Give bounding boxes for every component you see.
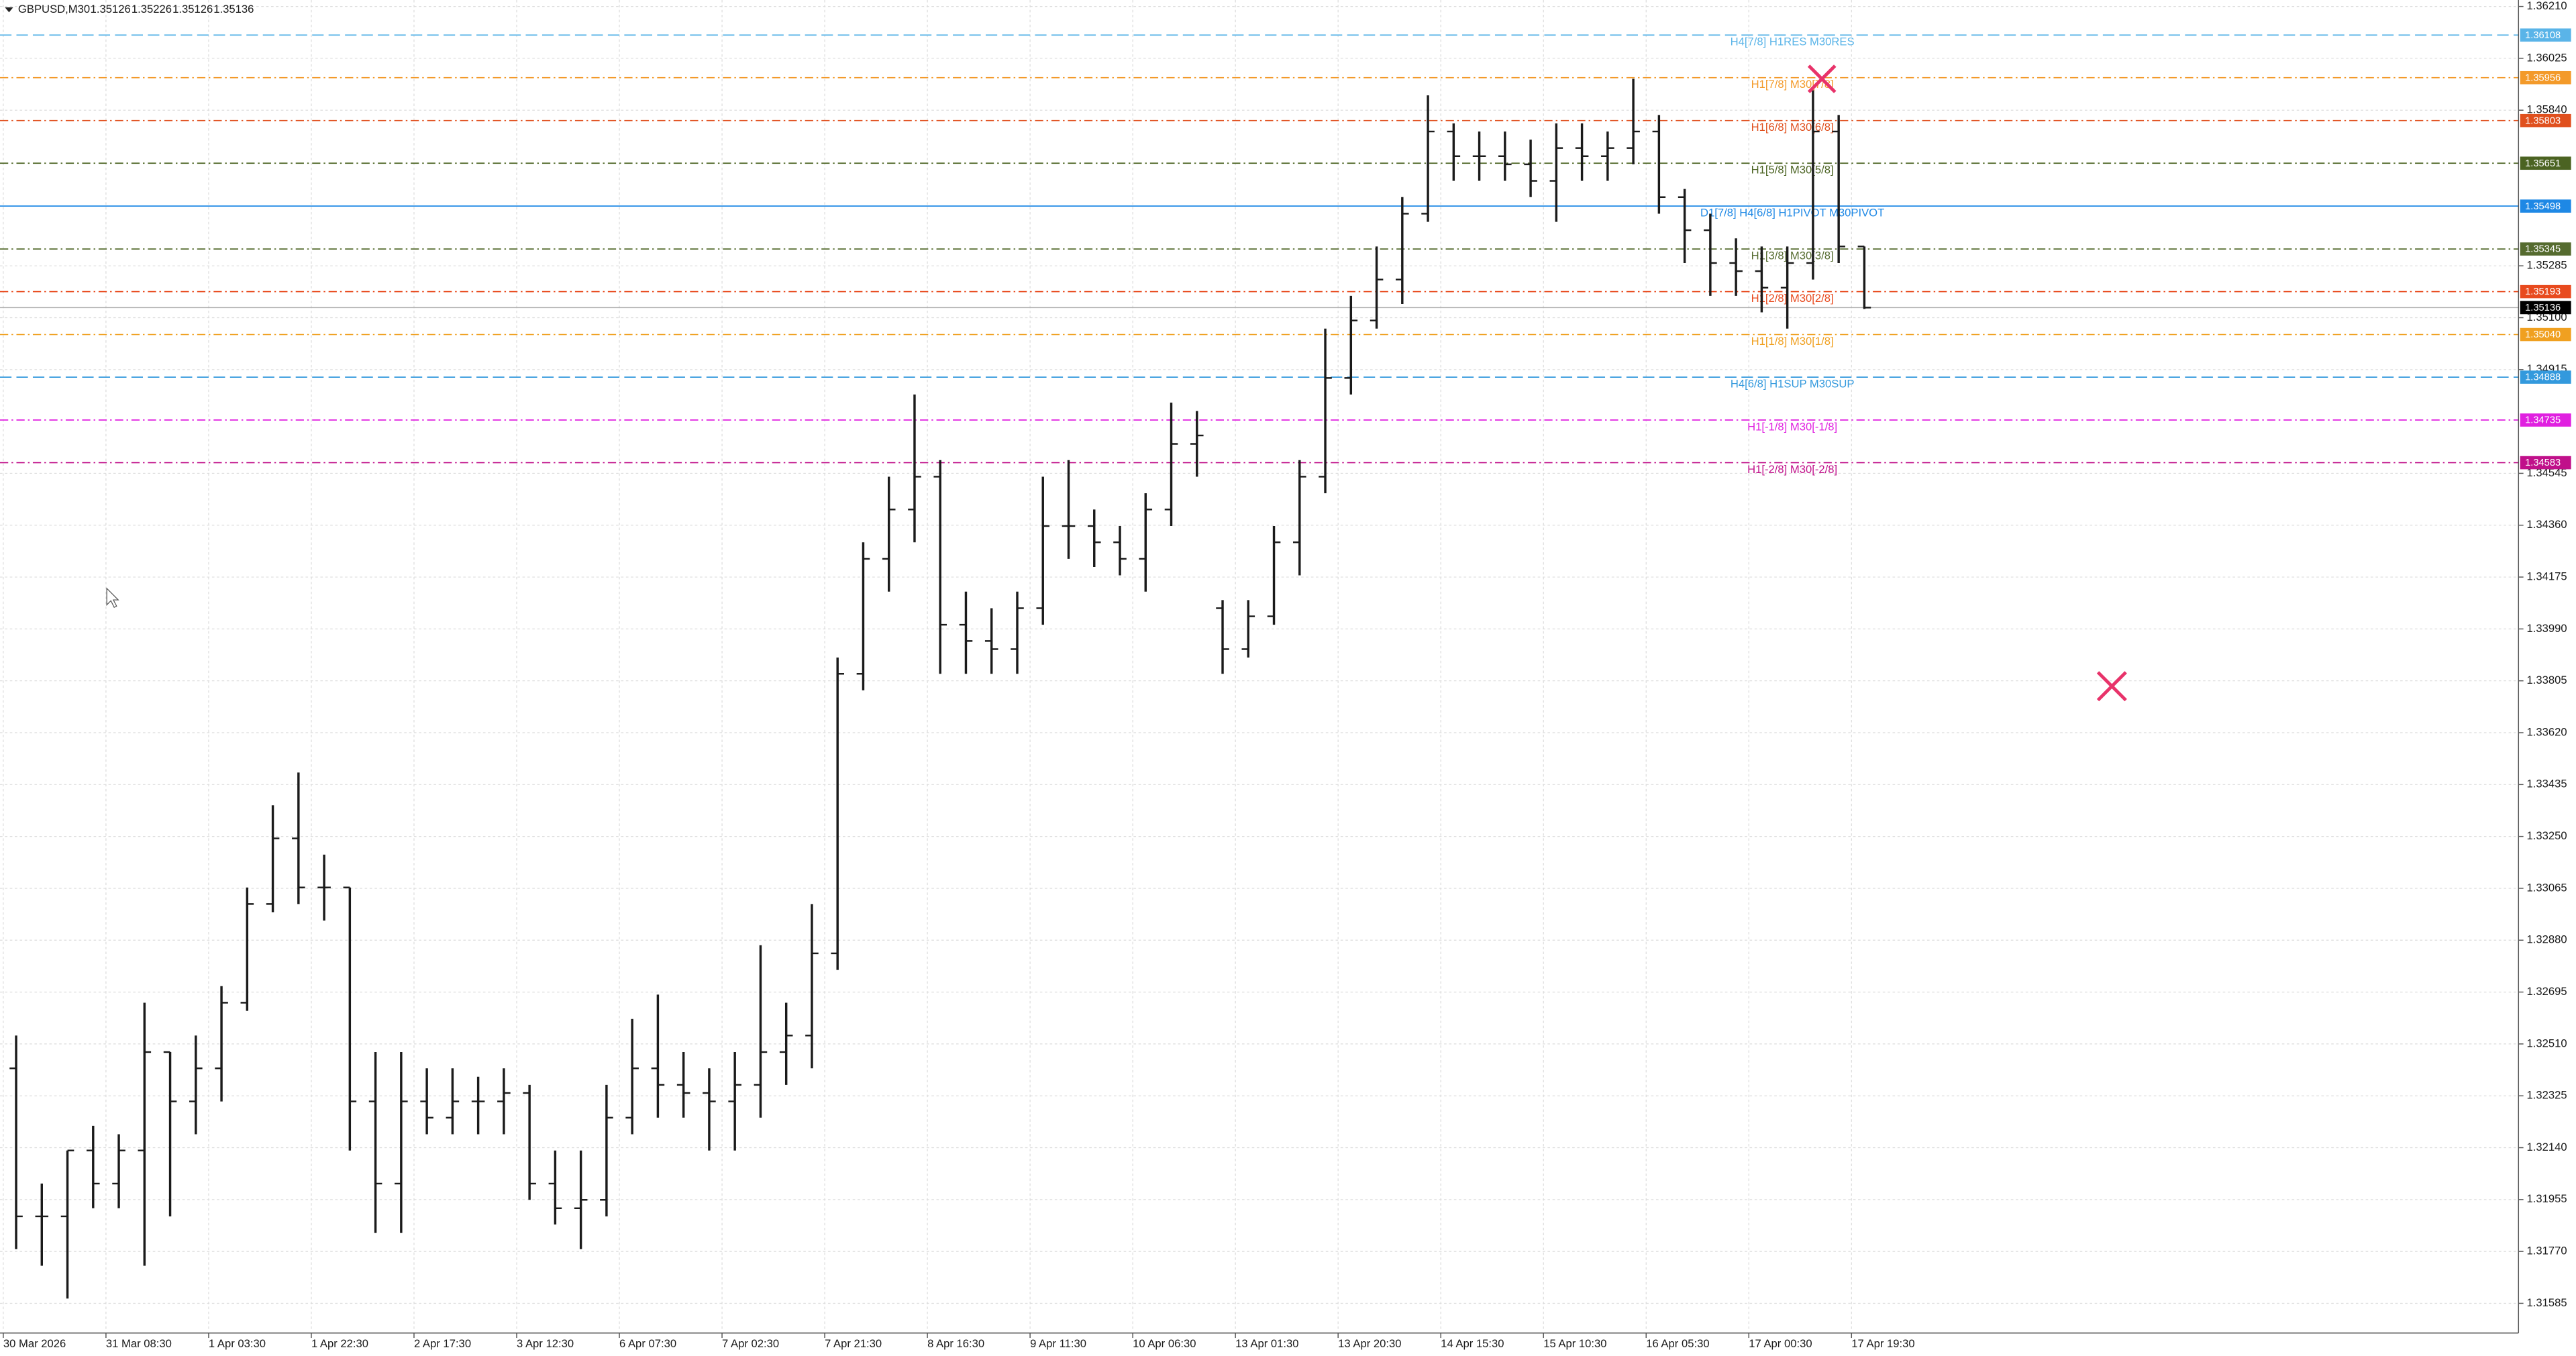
y-tick-label: 1.33435	[2527, 778, 2567, 790]
price-boxes: 1.36108 1.35956 1.35803 1.35651 1.35498 1.353…	[2520, 28, 2571, 470]
x-tick-label: 17 Apr 19:30	[1851, 1337, 1914, 1350]
x-tick-label: 17 Apr 00:30	[1749, 1337, 1812, 1350]
level-label: H1[2/8] M30[2/8]	[1751, 292, 1834, 305]
grid	[0, 0, 2519, 1332]
y-tick-label: 1.33990	[2527, 622, 2567, 635]
x-tick-label: 14 Apr 15:30	[1441, 1337, 1504, 1350]
level-label: H1[-1/8] M30[-1/8]	[1747, 420, 1837, 433]
y-tick-label: 1.34360	[2527, 518, 2567, 531]
bar-close: 1.35136	[213, 3, 254, 15]
y-tick-label: 1.34545	[2527, 466, 2567, 479]
price-box-label: 1.35803	[2525, 115, 2561, 126]
y-tick-label: 1.33805	[2527, 674, 2567, 686]
cross-marker[interactable]	[1807, 64, 1837, 93]
level-label: H1[-2/8] M30[-2/8]	[1747, 463, 1837, 476]
y-tick-label: 1.36210	[2527, 0, 2567, 12]
y-tick-label: 1.34175	[2527, 570, 2567, 582]
y-tick-label: 1.33250	[2527, 829, 2567, 842]
x-tick-label: 6 Apr 07:30	[619, 1337, 676, 1350]
x-tick-label: 13 Apr 01:30	[1235, 1337, 1298, 1350]
y-tick-label: 1.33620	[2527, 725, 2567, 738]
price-box	[2520, 327, 2571, 342]
x-tick-label: 9 Apr 11:30	[1030, 1337, 1086, 1350]
x-tick-label: 10 Apr 06:30	[1133, 1337, 1196, 1350]
price-box-label: 1.35956	[2525, 72, 2561, 83]
level-label: H1[1/8] M30[1/8]	[1751, 335, 1834, 348]
price-box	[2520, 413, 2571, 427]
price-box	[2520, 284, 2571, 299]
x-tick-label: 7 Apr 02:30	[722, 1337, 779, 1350]
price-box-label: 1.35040	[2525, 329, 2561, 340]
level-label: H1[3/8] M30[3/8]	[1751, 250, 1834, 262]
axis-labels: 1.362101.360251.358401.352851.351001.349…	[3, 0, 2567, 1350]
level-label: H1[6/8] M30[6/8]	[1751, 121, 1834, 134]
price-box-label: 1.35651	[2525, 158, 2561, 169]
x-tick-label: 3 Apr 12:30	[517, 1337, 574, 1350]
y-tick-label: 1.32695	[2527, 985, 2567, 998]
x-tick-label: 13 Apr 20:30	[1338, 1337, 1401, 1350]
x-tick-label: 7 Apr 21:30	[825, 1337, 882, 1350]
price-box-label: 1.35345	[2525, 244, 2561, 255]
y-tick-label: 1.36025	[2527, 51, 2567, 64]
price-box	[2520, 28, 2571, 42]
x-tick-label: 1 Apr 03:30	[209, 1337, 266, 1350]
price-box	[2520, 370, 2571, 384]
y-tick-label: 1.31770	[2527, 1245, 2567, 1257]
mouse-cursor	[106, 587, 119, 608]
price-box-label: 1.35193	[2525, 286, 2561, 297]
y-tick-label: 1.31955	[2527, 1192, 2567, 1205]
symbol-title: GBPUSD,M30	[18, 3, 90, 15]
y-tick-label: 1.32510	[2527, 1037, 2567, 1049]
price-box	[2520, 242, 2571, 256]
price-box-label: 1.34735	[2525, 415, 2561, 426]
level-label: H1[5/8] M30[5/8]	[1751, 164, 1834, 176]
x-tick-label: 31 Mar 08:30	[106, 1337, 172, 1350]
y-tick-label: 1.33065	[2527, 881, 2567, 894]
price-box-label: 1.34888	[2525, 372, 2561, 383]
price-box-label: 1.34583	[2525, 458, 2561, 468]
bar-low: 1.35126	[172, 3, 213, 15]
x-tick-label: 30 Mar 2026	[3, 1337, 66, 1350]
x-tick-label: 1 Apr 22:30	[311, 1337, 368, 1350]
x-tick-label: 15 Apr 10:30	[1543, 1337, 1606, 1350]
level-label: H4[7/8] H1RES M30RES	[1731, 36, 1855, 48]
menu-arrow[interactable]	[5, 7, 13, 13]
y-tick-label: 1.35285	[2527, 259, 2567, 272]
price-box	[2520, 113, 2571, 127]
y-tick-label: 1.31585	[2527, 1296, 2567, 1309]
y-tick-label: 1.32880	[2527, 933, 2567, 946]
x-tick-label: 8 Apr 16:30	[927, 1337, 984, 1350]
price-box	[2520, 156, 2571, 170]
cross-marker[interactable]	[2096, 671, 2127, 702]
current-price-label: 1.35136	[2525, 303, 2561, 313]
price-box-label: 1.35498	[2525, 201, 2561, 212]
price-box-label: 1.36108	[2525, 30, 2561, 41]
y-tick-label: 1.32140	[2527, 1141, 2567, 1153]
bar-high: 1.35226	[132, 3, 172, 15]
y-tick-label: 1.35840	[2527, 103, 2567, 116]
x-tick-label: 16 Apr 05:30	[1646, 1337, 1709, 1350]
price-box	[2520, 70, 2571, 85]
current-price-box	[2520, 301, 2571, 315]
price-box	[2520, 456, 2571, 470]
y-tick-label: 1.32325	[2527, 1089, 2567, 1102]
price-box	[2520, 199, 2571, 213]
bar-open: 1.35126	[91, 3, 131, 15]
x-tick-label: 2 Apr 17:30	[414, 1337, 471, 1350]
level-label: H4[6/8] H1SUP M30SUP	[1731, 378, 1855, 390]
price-bars	[9, 79, 1871, 1299]
level-label: D1[7/8] H4[6/8] H1PIVOT M30PIVOT	[1700, 207, 1884, 219]
